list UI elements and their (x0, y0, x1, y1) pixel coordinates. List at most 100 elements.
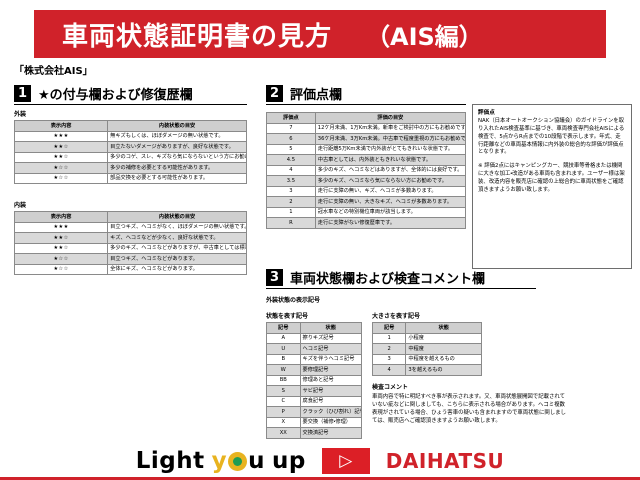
section1-title: ★の付与欄および修復歴欄 (38, 88, 193, 103)
note-title: 評価点 (478, 110, 495, 116)
desc-cell: 多少のキズ、ヘコミなどはありますが、全体的には良好です。 (314, 164, 467, 176)
code-cell: 3 (371, 353, 407, 365)
size-symbol-block: 大きさを表す記号 記号 状態 1 小程度 2 中程度 3 中程度を越えるもの 4 3を越… (371, 307, 566, 439)
col-code: 記号 (371, 322, 407, 334)
footer-rule (0, 477, 640, 480)
symbols-label: 外装状態の表示記号 (266, 297, 321, 304)
footer-branding: Light y u up ▷ DAIHATSU (0, 448, 640, 474)
daihatsu-logo-icon: ▷ (321, 448, 370, 474)
desc-cell: キズを伴うヘコミ記号 (299, 353, 362, 365)
desc-cell: 要修理記号 (299, 364, 362, 376)
table-header-row: 記号 状態 (371, 322, 482, 334)
inspection-comment-box: 検査コメント 車両内容で特に明記すべき事が表示されます。又、車両状態展開図で記載… (372, 383, 640, 425)
desc-cell: 目立たないダメージがありますが、良好な状態です。 (107, 141, 247, 153)
page-title: 車両状態証明書の見方 (62, 21, 333, 52)
tagline-y: y (211, 448, 228, 474)
section1-rule (14, 104, 247, 105)
score-cell: R (266, 217, 316, 229)
score-note-box: 評価点 NAK（日本オートオークション協議会）のガイドラインを取り入れたAIS検… (472, 104, 632, 269)
exterior-table-body: ★★★ 無キズもしくは、ほぼダメージの無い状態です。 ★★☆ 目立たないダメージがあ… (13, 130, 247, 184)
desc-cell: 走行距離5万Km未満で内外装がとてもきれいな状態です。 (314, 143, 467, 155)
code-cell: S (266, 385, 301, 397)
interior-table: 表示内容 内装状態の目安 ★★★ 目立つキズ、ヘコミがなく、ほぼダメージの無い状態… (13, 211, 247, 275)
score-cell: 3.5 (266, 175, 316, 187)
code-cell: 4 (371, 364, 407, 376)
interior-table-body: ★★★ 目立つキズ、ヘコミがなく、ほぼダメージの無い状態です。 ★★☆ キズ、ヘコミ… (13, 221, 247, 275)
table-row: ★★★ 目立つキズ、ヘコミがなく、ほぼダメージの無い状態です。 (13, 221, 247, 233)
table-row: ★☆☆ 目立つキズ、ヘコミなどがあります。 (13, 253, 247, 265)
table-row: ★★☆ キズ、ヘコミなどが少なく、良好な状態です。 (13, 232, 247, 244)
col-desc: 内装状態の目安 (107, 211, 247, 223)
desc-cell: キズ、ヘコミなどが少なく、良好な状態です。 (107, 232, 247, 244)
section2-heading: 2 評価点欄 (266, 84, 466, 103)
score-cell: 4.5 (266, 154, 316, 166)
section2-number: 2 (266, 85, 283, 102)
company-name: 「株式会社AIS」 (14, 66, 93, 77)
section-vehicle-condition: 3 車両状態欄および検査コメント欄 外装状態の表示記号 状態を表す記号 記号 状… (266, 268, 566, 439)
table-row: XX 交換済記号 (266, 427, 362, 439)
star-cell: ★☆☆ (13, 253, 109, 265)
star-cell: ★★★ (13, 130, 109, 142)
col-state: 状態 (299, 322, 362, 334)
comment-line-4: ては、販売店へご確認頂きますようお願い致します。 (372, 417, 501, 424)
table-header-row: 表示内容 内装状態の目安 (13, 120, 247, 132)
score-table: 評価点 評価の目安 7 12ケ月未満、1万Km未満。新車をご検討中の方にもお勧めで… (266, 112, 467, 229)
exterior-label: 外装 (14, 111, 27, 118)
desc-cell: 目立つキズ、ヘコミがなく、ほぼダメージの無い状態です。 (107, 221, 247, 233)
section3-heading: 3 車両状態欄および検査コメント欄 (266, 268, 536, 287)
section-score: 2 評価点欄 評価点 評価の目安 7 12ケ月未満、1万Km未満。新車をご検討中の… (266, 84, 467, 229)
desc-cell: 多少のキズ、ヘコミなら気にならない方にお勧めです。 (314, 175, 467, 187)
section3-number: 3 (266, 269, 283, 286)
table-row: ★☆☆ 多少の補修を必要とする可能性があります。 (13, 162, 247, 174)
table-row: 4.5 中古車としては、内外装ともきれいな状態です。 (266, 154, 467, 166)
desc-cell: 冠水車などの特別機位車両が該当します。 (314, 206, 467, 218)
col-state: 状態 (405, 322, 482, 334)
size-symbol-table: 記号 状態 1 小程度 2 中程度 3 中程度を越えるもの 4 3を越えるもの (371, 322, 482, 376)
desc-cell: 中程度 (405, 343, 482, 355)
score-cell: 6 (266, 133, 316, 145)
code-cell: 1 (371, 332, 407, 344)
col-desc: 内装状態の目安 (107, 120, 247, 132)
table-row: 4 多少のキズ、ヘコミなどはありますが、全体的には良好です。 (266, 164, 467, 176)
desc-cell: 無キズもしくは、ほぼダメージの無い状態です。 (107, 130, 247, 142)
col-code: 記号 (266, 322, 301, 334)
page-subtitle: （AIS編） (366, 22, 483, 51)
code-cell: W (266, 364, 301, 376)
desc-cell: 腐食記号 (299, 395, 362, 407)
code-cell: 2 (371, 343, 407, 355)
desc-cell: 擦りキズ記号 (299, 332, 362, 344)
table-row: ★★☆ 目立たないダメージがありますが、良好な状態です。 (13, 141, 247, 153)
table-header-row: 表示内容 内装状態の目安 (13, 211, 247, 223)
table-row: ★☆☆ 部品交換を必要とする可能性があります。 (13, 172, 247, 184)
table-header-row: 評価点 評価の目安 (266, 112, 467, 124)
col-display: 表示内容 (13, 120, 109, 132)
table-row: 1 冠水車などの特別機位車両が該当します。 (266, 206, 467, 218)
star-cell: ★★☆ (13, 242, 109, 254)
desc-cell: 修理あと記号 (299, 374, 362, 386)
table-row: R 走行に支障がない修復歴車です。 (266, 217, 467, 229)
note-content: 評価点 NAK（日本オートオークション協議会）のガイドラインを取り入れたAIS検… (472, 104, 632, 269)
desc-cell: 中程度を越えるもの (405, 353, 482, 365)
condition-symbol-label: 状態を表す記号 (266, 313, 309, 320)
comment-line-2: いない疵などに関しましても、こちらに表示される場合があります。ヘコミ複数 (372, 401, 565, 408)
size-symbol-body: 1 小程度 2 中程度 3 中程度を越えるもの 4 3を越えるもの (371, 332, 482, 376)
symbol-tables: 状態を表す記号 記号 状態 A 擦りキズ記号 U ヘコミ記号 B キズを伴うヘコミ記号… (266, 307, 566, 439)
code-cell: P (266, 406, 301, 418)
section3-rule (266, 288, 536, 289)
table-row: S サビ記号 (266, 385, 362, 397)
table-row: U ヘコミ記号 (266, 343, 362, 355)
desc-cell: 小程度 (405, 332, 482, 344)
desc-cell: 要交換（補修・修理） (299, 416, 362, 428)
table-row: BB 修理あと記号 (266, 374, 362, 386)
desc-cell: 交換済記号 (299, 427, 362, 439)
tagline: Light y u up (136, 448, 306, 474)
code-cell: XX (266, 427, 301, 439)
desc-cell: 走行に支障の無い、キズ、ヘコミが多数あります。 (314, 185, 467, 197)
exterior-table: 表示内容 内装状態の目安 ★★★ 無キズもしくは、ほぼダメージの無い状態です。 ★… (13, 120, 247, 184)
star-cell: ★★☆ (13, 232, 109, 244)
comment-line-1: 車両内容で特に明記すべき事が表示されます。又、車両状態展開図で記載されて (372, 393, 565, 400)
table-row: P クラック（ひび割れ）記号 (266, 406, 362, 418)
condition-symbol-body: A 擦りキズ記号 U ヘコミ記号 B キズを伴うヘコミ記号 W 要修理記号 BB 修理あと… (266, 332, 362, 439)
score-table-body: 7 12ケ月未満、1万Km未満。新車をご検討中の方にもお勧めです。 6 36ケ月未満… (266, 122, 467, 229)
